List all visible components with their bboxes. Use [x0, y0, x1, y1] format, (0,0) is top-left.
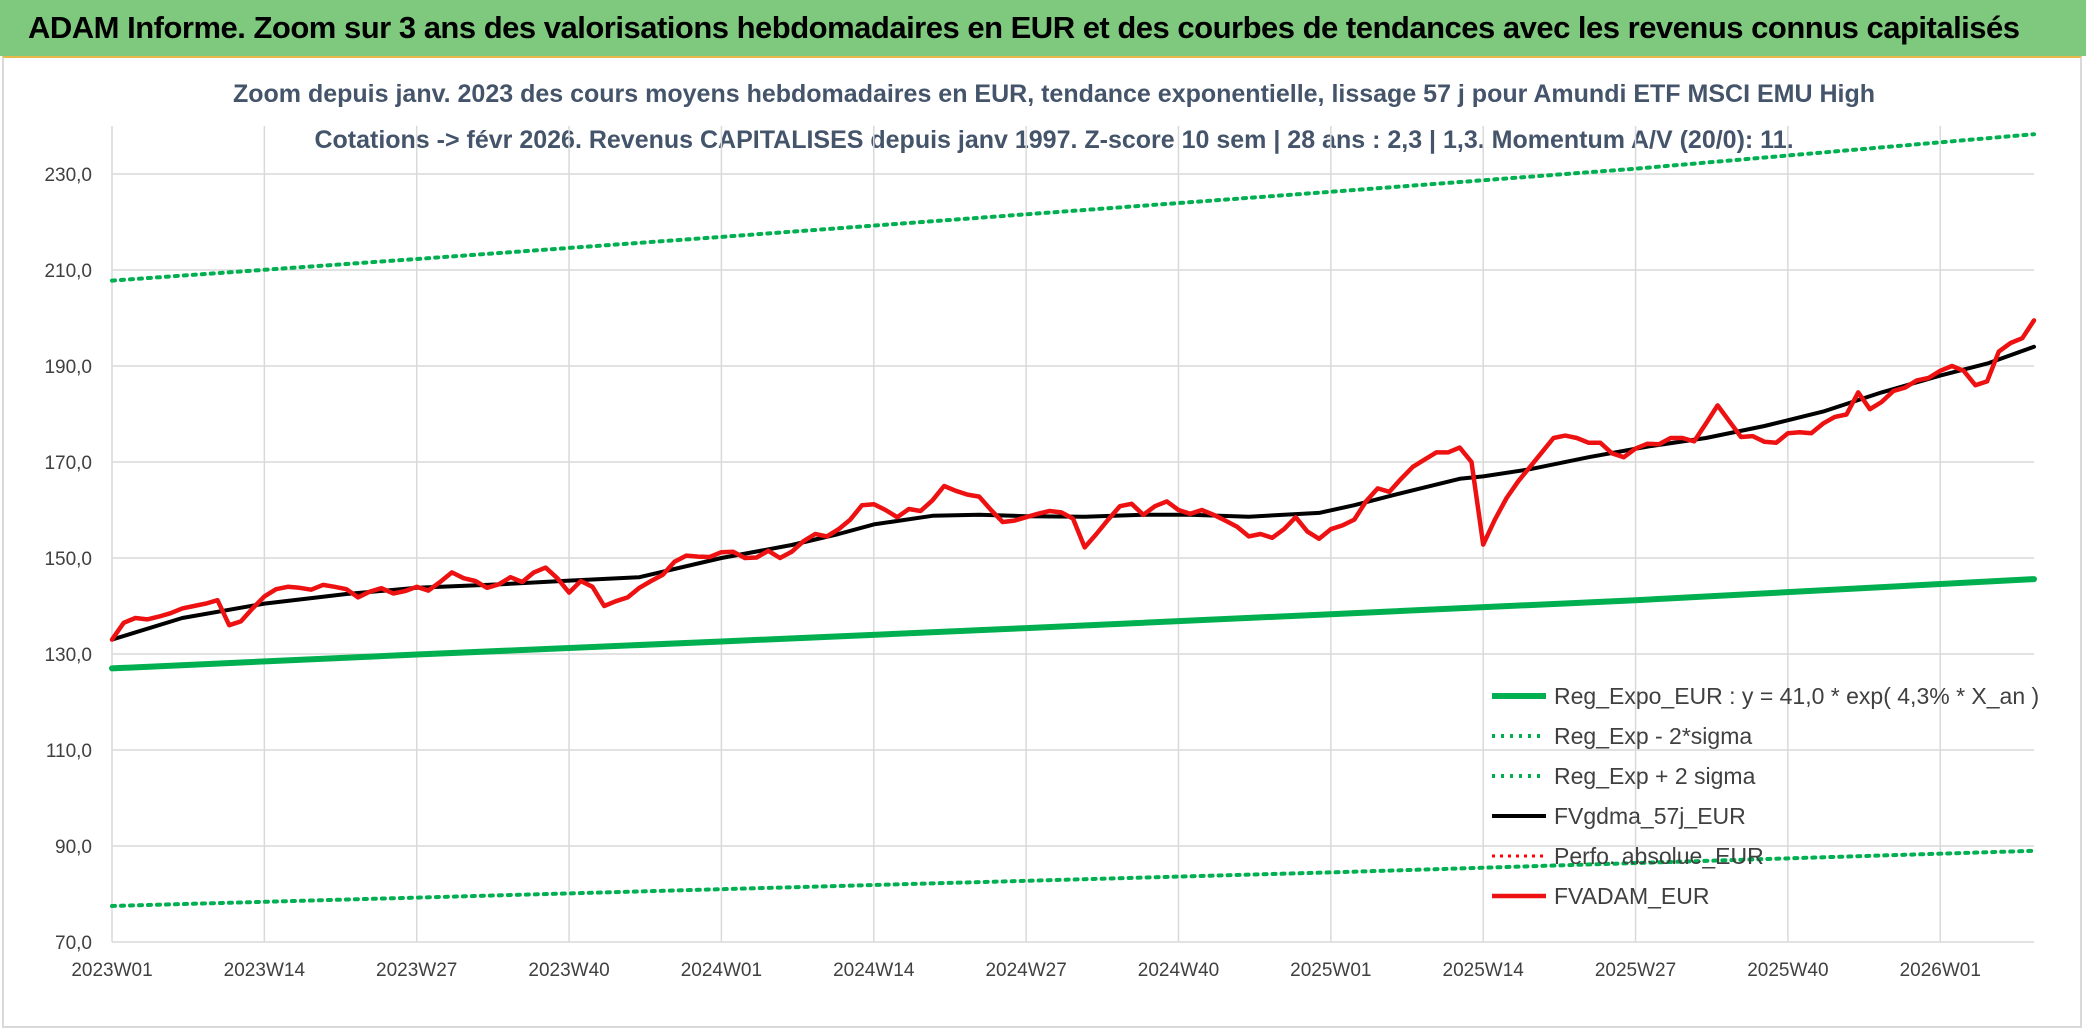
- series-line-reg-exp-2-sigma: [110, 848, 2036, 908]
- y-tick-label: 110,0: [46, 741, 92, 762]
- gridlines: [111, 126, 2034, 943]
- x-tick-label: 2024W40: [1138, 960, 1219, 981]
- y-tick-label: 210,0: [44, 261, 92, 282]
- line-chart: Zoom depuis janv. 2023 des cours moyens …: [44, 80, 2039, 981]
- legend: Reg_Expo_EUR : y = 41,0 * exp( 4,3% * X_…: [1492, 683, 2039, 909]
- report-banner: ADAM Informe. Zoom sur 3 ans des valoris…: [0, 0, 2086, 56]
- chart-title-line-1: Zoom depuis janv. 2023 des cours moyens …: [233, 80, 1875, 108]
- x-tick-label: 2025W14: [1443, 960, 1525, 981]
- y-tick-label: 130,0: [44, 645, 92, 666]
- x-tick-label: 2024W01: [681, 960, 762, 981]
- x-tick-label: 2025W40: [1747, 960, 1828, 981]
- x-tick-label: 2023W01: [71, 960, 152, 981]
- series-line-fvadam-eur: [109, 318, 2037, 642]
- report-title: ADAM Informe. Zoom sur 3 ans des valoris…: [28, 10, 2020, 45]
- y-tick-label: 90,0: [55, 837, 92, 858]
- y-axis: 70,0 90,0 110,0 130,0 150,0 170,0 190,0 210,0 23…: [44, 165, 92, 954]
- series-line-reg-expo-eur: [109, 576, 2037, 672]
- x-tick-label: 2023W40: [528, 960, 609, 981]
- x-tick-label: 2023W27: [376, 960, 457, 981]
- legend-label: FVADAM_EUR: [1554, 883, 1710, 909]
- x-axis: 2023W01 2023W14 2023W27 2023W40 2024W01 2024W…: [71, 960, 1981, 981]
- legend-label: Reg_Expo_EUR : y = 41,0 * exp( 4,3% * X_…: [1554, 683, 2039, 709]
- x-tick-label: 2024W14: [833, 960, 915, 981]
- x-tick-label: 2025W27: [1595, 960, 1676, 981]
- series-line-reg-exp-2-sigma: [110, 132, 2036, 283]
- y-tick-label: 150,0: [44, 549, 92, 570]
- y-tick-label: 230,0: [44, 165, 92, 186]
- legend-label: Reg_Exp + 2 sigma: [1554, 763, 1756, 789]
- legend-label: Perfo. absolue_EUR: [1554, 843, 1764, 869]
- y-tick-label: 190,0: [44, 357, 92, 378]
- y-tick-label: 170,0: [44, 453, 92, 474]
- x-tick-label: 2025W01: [1290, 960, 1371, 981]
- chart-frame: Zoom depuis janv. 2023 des cours moyens …: [2, 56, 2082, 1028]
- x-tick-label: 2026W01: [1900, 960, 1981, 981]
- y-tick-label: 70,0: [55, 933, 92, 954]
- x-tick-label: 2023W14: [224, 960, 306, 981]
- legend-label: FVgdma_57j_EUR: [1554, 803, 1746, 829]
- legend-label: Reg_Exp - 2*sigma: [1554, 723, 1752, 749]
- chart-title-line-2: Cotations -> févr 2026. Revenus CAPITALI…: [314, 126, 1793, 154]
- x-tick-label: 2024W27: [985, 960, 1066, 981]
- plot-area: [109, 132, 2037, 908]
